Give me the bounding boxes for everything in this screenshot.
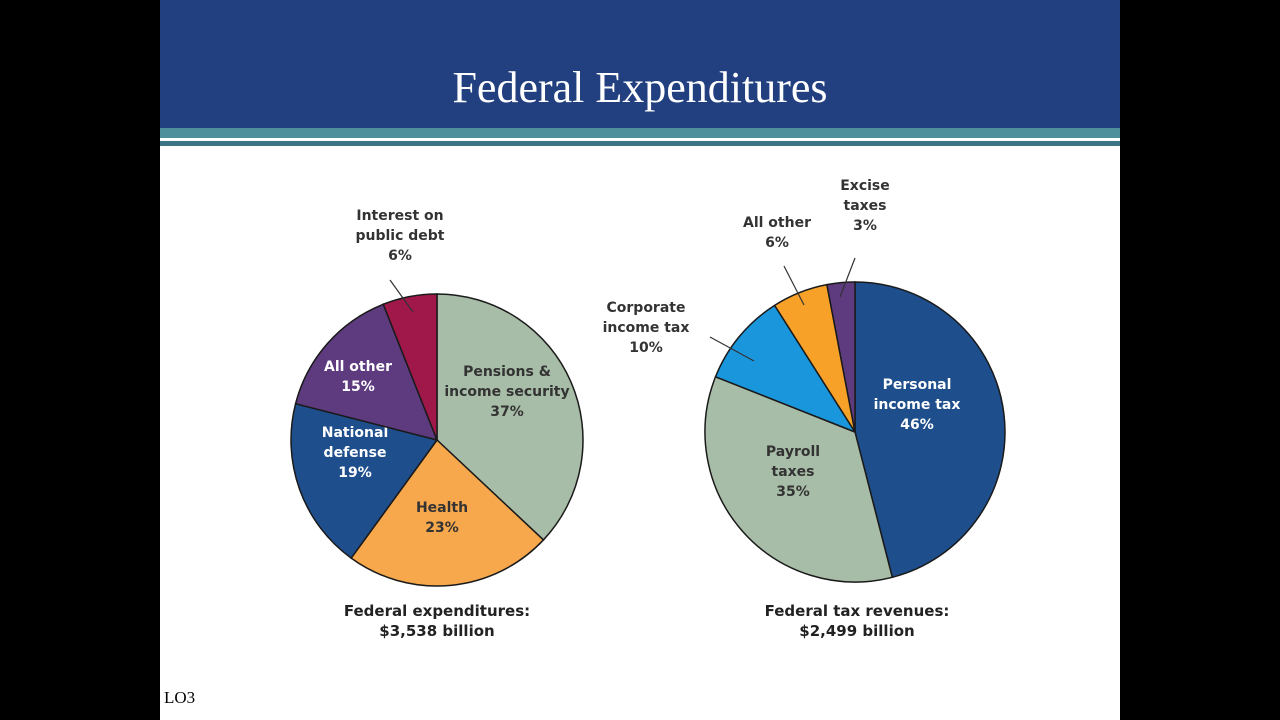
slice-name-label: defense xyxy=(324,445,387,461)
pie-slice xyxy=(382,293,438,441)
slice-name-label: National xyxy=(322,425,389,441)
slide-title: Federal Expenditures xyxy=(452,63,828,112)
slice-name-label: income tax xyxy=(603,320,690,336)
slice-value-label: 15% xyxy=(341,379,375,395)
pie-slice xyxy=(294,303,439,442)
banner-stripe-gap xyxy=(160,138,1120,141)
chart-caption-total: $3,538 billion xyxy=(379,622,494,640)
banner-stripe-lower xyxy=(160,141,1120,146)
slice-value-label: 6% xyxy=(765,235,789,251)
leader-line xyxy=(783,265,805,306)
slice-value-label: 46% xyxy=(900,417,934,433)
slice-name-label: income tax xyxy=(874,397,961,413)
slice-name-label: Interest on xyxy=(356,208,443,224)
pie-slice xyxy=(714,304,857,434)
slice-value-label: 10% xyxy=(629,340,663,356)
slice-value-label: 6% xyxy=(388,248,412,264)
slide: Federal Expenditures Pensions & income se… xyxy=(160,0,1120,720)
chart-caption: Federal tax revenues: xyxy=(765,602,950,620)
pie-slice xyxy=(290,402,439,560)
title-banner xyxy=(160,0,1120,128)
slice-name-label: Payroll xyxy=(766,444,820,460)
expenditures-pie-chart: Pensions & income security 37% Health 23% Nat… xyxy=(290,208,584,640)
slice-name-label: Corporate xyxy=(607,300,686,316)
slice-value-label: 37% xyxy=(490,404,524,420)
pie-slice xyxy=(826,281,856,433)
slice-name-label: All other xyxy=(324,359,392,375)
slice-value-label: 35% xyxy=(776,484,810,500)
pie-slice xyxy=(704,375,894,583)
slice-name-label: Health xyxy=(416,500,468,516)
chart-caption: Federal expenditures: xyxy=(344,602,530,620)
pie-slice xyxy=(436,293,584,542)
slice-name-label: Pensions & xyxy=(463,364,551,380)
slice-name-label: taxes xyxy=(772,464,815,480)
chart-caption-total: $2,499 billion xyxy=(799,622,914,640)
leader-line xyxy=(839,257,856,298)
slice-name-label: public debt xyxy=(355,228,444,244)
slice-name-label: All other xyxy=(743,215,811,231)
banner-stripe xyxy=(160,128,1120,138)
slice-name-label: Excise xyxy=(840,178,890,194)
slice-name-label: Personal xyxy=(883,377,952,393)
slice-name-label: income security xyxy=(444,384,569,400)
pie-slice xyxy=(854,281,1006,579)
revenues-pie-chart: Personal income tax 46% Payroll taxes 35% Corp… xyxy=(603,178,1006,640)
slice-value-label: 3% xyxy=(853,218,877,234)
slice-value-label: 19% xyxy=(338,465,372,481)
leader-line xyxy=(709,336,755,362)
slice-name-label: taxes xyxy=(844,198,887,214)
charts-area: Pensions & income security 37% Health 23% Nat… xyxy=(290,178,1006,640)
learning-objective-label: LO3 xyxy=(164,688,196,707)
pie-slice xyxy=(350,438,545,587)
leader-line xyxy=(389,279,414,313)
slice-value-label: 23% xyxy=(425,520,459,536)
